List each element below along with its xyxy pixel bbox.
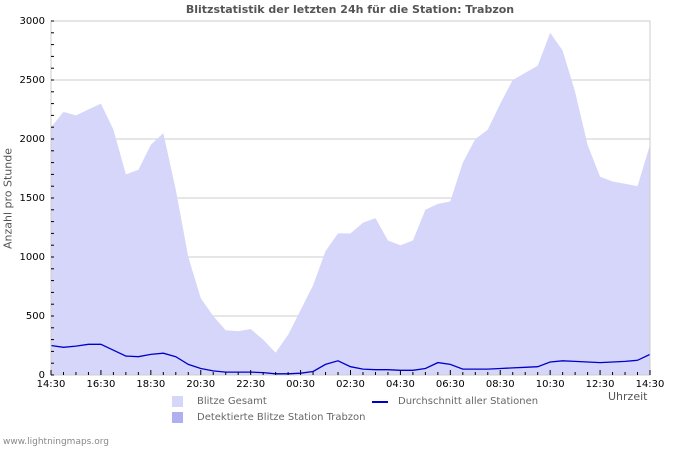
area-total-strikes: [51, 32, 650, 376]
legend-item-total: Blitze Gesamt: [172, 396, 267, 407]
x-axis-ticks: 14:30 16:30 18:30 20:30 22:30 00:30 02:30 04:30…: [37, 370, 665, 390]
x-axis-label: Uhrzeit: [608, 390, 648, 403]
y-tick-label: 2000: [20, 134, 45, 145]
legend-swatch-detected: [172, 412, 183, 423]
x-tick-label: 20:30: [186, 379, 215, 390]
x-tick-label: 06:30: [436, 379, 465, 390]
x-tick-label: 14:30: [37, 379, 66, 390]
x-tick-label: 22:30: [236, 379, 265, 390]
legend-label-total: Blitze Gesamt: [197, 396, 267, 407]
legend-swatch-total: [172, 396, 183, 407]
y-tick-label: 0: [39, 370, 45, 381]
y-tick-label: 1500: [20, 193, 45, 204]
legend-item-detected: Detektierte Blitze Station Trabzon: [172, 412, 366, 423]
x-tick-label: 14:30: [636, 379, 665, 390]
y-tick-label: 500: [26, 311, 45, 322]
x-tick-label: 04:30: [386, 379, 415, 390]
x-tick-label: 18:30: [136, 379, 165, 390]
y-tick-label: 2500: [20, 75, 45, 86]
y-axis-label: Anzahl pro Stunde: [1, 148, 15, 250]
legend-label-detected: Detektierte Blitze Station Trabzon: [197, 412, 366, 423]
legend-item-average: Durchschnitt aller Stationen: [372, 396, 538, 407]
legend-line-average: [372, 400, 388, 403]
x-tick-label: 12:30: [586, 379, 615, 390]
chart-title: Blitzstatistik der letzten 24h für die S…: [185, 3, 515, 16]
y-axis-ticks: 0 500 1000 1500 2000 2500 3000: [20, 16, 54, 381]
x-tick-label: 10:30: [536, 379, 565, 390]
line-average-stations: [50, 343, 651, 375]
footer-link[interactable]: www.lightningmaps.org: [3, 437, 109, 447]
x-tick-label: 02:30: [336, 379, 365, 390]
x-tick-label: 00:30: [286, 379, 315, 390]
legend-label-average: Durchschnitt aller Stationen: [398, 396, 539, 407]
y-tick-label: 1000: [20, 252, 45, 263]
y-tick-label: 3000: [20, 16, 45, 27]
x-tick-label: 08:30: [486, 379, 515, 390]
x-tick-label: 16:30: [87, 379, 116, 390]
